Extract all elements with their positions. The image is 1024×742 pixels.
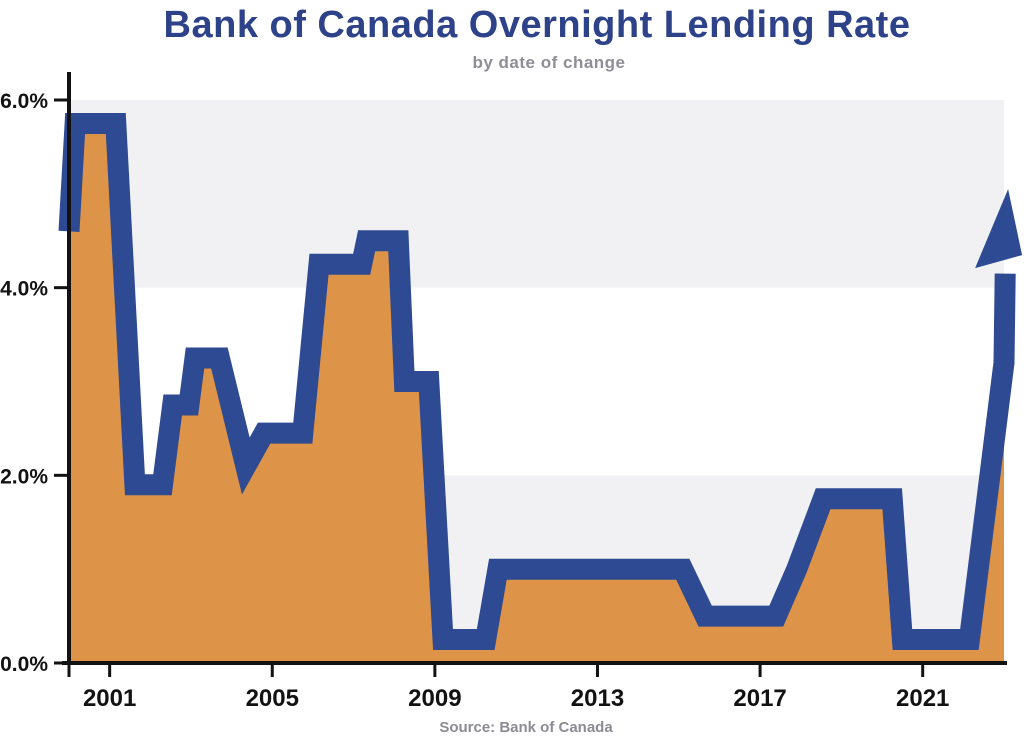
- x-tick-label: 2001: [83, 685, 136, 712]
- x-tick-label: 2009: [408, 685, 461, 712]
- rate-line: [58, 113, 1016, 650]
- y-tick-label: 0.0%: [0, 653, 48, 676]
- page-subtitle: by date of change: [472, 53, 626, 72]
- y-tick-label: 4.0%: [0, 278, 48, 301]
- source-note: Source: Bank of Canada: [439, 719, 613, 736]
- rate-area-fill: [69, 123, 1004, 663]
- page-title: Bank of Canada Overnight Lending Rate: [163, 4, 911, 46]
- background-band: [69, 100, 1004, 288]
- x-tick-label: 2021: [896, 685, 949, 712]
- trend-arrow-head: [975, 189, 1023, 269]
- x-tick-label: 2005: [246, 685, 299, 712]
- y-tick-label: 6.0%: [0, 90, 48, 113]
- x-tick-label: 2013: [571, 685, 624, 712]
- x-tick-label: 2017: [733, 685, 786, 712]
- y-tick-label: 2.0%: [0, 465, 48, 488]
